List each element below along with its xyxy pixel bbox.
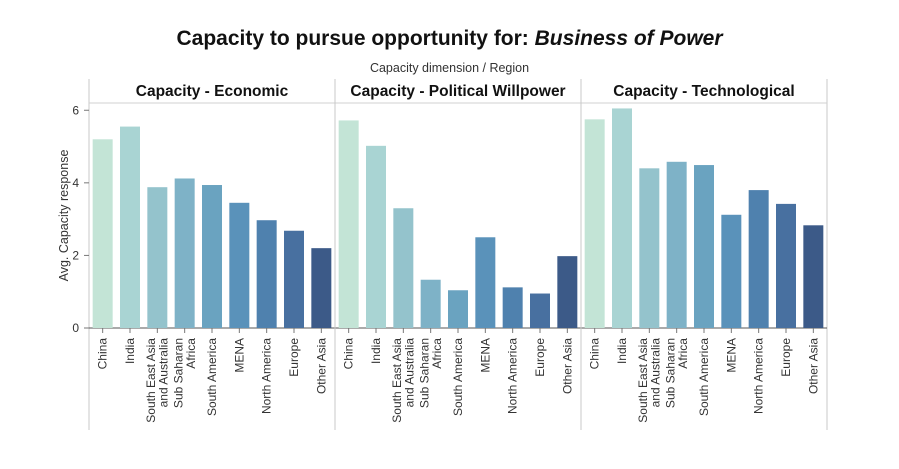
bar <box>147 187 168 328</box>
bar <box>393 208 414 328</box>
x-tick-label: and Australia <box>649 338 663 408</box>
x-tick-label: MENA <box>232 338 246 373</box>
bar <box>612 108 632 329</box>
y-tick-label: 6 <box>72 103 79 117</box>
x-tick-label: North America <box>506 338 520 414</box>
x-tick-label: Europe <box>779 338 793 377</box>
x-tick-label: South East Asia <box>144 338 158 423</box>
bar <box>776 203 796 328</box>
chart-title-prefix: Capacity to pursue opportunity for: <box>176 27 535 50</box>
x-tick-label: Africa <box>676 338 690 369</box>
bar <box>584 119 605 328</box>
x-tick-label: South East Asia <box>636 338 650 423</box>
x-tick-label: Europe <box>287 338 301 377</box>
y-tick-label: 4 <box>72 176 79 190</box>
bar <box>256 220 277 328</box>
x-tick-label: South America <box>451 338 465 416</box>
bar <box>420 279 441 328</box>
column-header: Capacity dimension / Region <box>369 61 530 75</box>
bar <box>174 178 195 328</box>
bar <box>284 230 304 328</box>
bar <box>530 293 550 328</box>
bar <box>666 161 687 328</box>
x-tick-label: India <box>615 338 629 364</box>
bar <box>92 139 113 328</box>
x-tick-label: Other Asia <box>806 338 820 394</box>
x-tick-label: China <box>96 338 110 370</box>
panel-title: Capacity - Political Willpower <box>350 83 565 100</box>
x-tick-label: and Australia <box>403 338 417 408</box>
bar <box>721 214 742 328</box>
chart-title-emphasis: Business of Power <box>534 27 723 50</box>
y-axis-label: Avg. Capacity response <box>57 150 71 282</box>
bar <box>639 168 660 328</box>
panel-title: Capacity - Technological <box>613 83 794 100</box>
bar <box>502 287 523 328</box>
bar <box>694 165 714 328</box>
x-tick-label: Africa <box>184 338 198 369</box>
x-tick-label: North America <box>752 338 766 414</box>
chart-title: Capacity to pursue opportunity for: Busi… <box>0 27 899 51</box>
x-tick-label: Sub Saharan <box>663 338 677 408</box>
bar <box>803 225 824 328</box>
x-tick-label: and Australia <box>157 338 171 408</box>
bar <box>338 120 359 328</box>
x-tick-label: Africa <box>430 338 444 369</box>
bar <box>448 290 468 328</box>
bar <box>557 256 578 328</box>
x-tick-label: North America <box>260 338 274 414</box>
x-tick-label: India <box>123 338 137 364</box>
x-tick-label: China <box>588 338 602 370</box>
x-tick-label: China <box>342 338 356 370</box>
x-tick-label: India <box>369 338 383 364</box>
x-tick-label: Other Asia <box>314 338 328 394</box>
bar <box>748 190 769 328</box>
x-tick-label: Europe <box>533 338 547 377</box>
x-tick-label: MENA <box>478 338 492 373</box>
panel-title: Capacity - Economic <box>136 83 289 100</box>
x-tick-label: Other Asia <box>560 338 574 394</box>
bar <box>311 248 332 328</box>
x-tick-label: Sub Saharan <box>417 338 431 408</box>
x-tick-label: South East Asia <box>390 338 404 423</box>
bar <box>229 202 250 328</box>
x-tick-label: South America <box>697 338 711 416</box>
x-tick-label: MENA <box>724 338 738 373</box>
x-tick-label: Sub Saharan <box>171 338 185 408</box>
bar <box>366 145 386 328</box>
bar <box>475 237 496 328</box>
bar <box>202 185 222 328</box>
x-tick-label: South America <box>205 338 219 416</box>
bar <box>120 126 140 328</box>
y-tick-label: 0 <box>72 321 79 335</box>
y-tick-label: 2 <box>72 248 79 262</box>
